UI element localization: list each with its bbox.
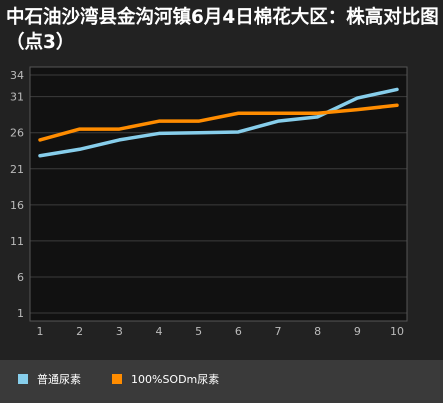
y-tick-label: 11 xyxy=(10,235,24,248)
x-tick-label: 9 xyxy=(354,325,361,338)
x-tick-label: 3 xyxy=(116,325,123,338)
legend-item-normal-urea: 普通尿素 xyxy=(18,371,81,387)
chart-title: 中石油沙湾县金沟河镇6月4日棉花大区：株高对比图（点3） xyxy=(6,7,439,53)
data-point xyxy=(277,120,279,122)
data-point xyxy=(158,120,160,122)
y-tick-label: 1 xyxy=(17,307,24,320)
x-tick-label: 7 xyxy=(275,325,282,338)
y-tick-label: 16 xyxy=(10,199,24,212)
x-tick-label: 10 xyxy=(390,325,404,338)
data-point xyxy=(39,139,41,141)
x-tick-label: 2 xyxy=(76,325,83,338)
x-axis-tick-labels: 1 2 3 4 5 6 7 8 9 10 xyxy=(37,325,405,338)
data-point xyxy=(316,116,319,118)
x-tick-label: 1 xyxy=(37,325,44,338)
series-lines xyxy=(38,87,399,158)
data-point xyxy=(396,88,398,91)
plot-border xyxy=(29,66,408,322)
x-tick-label: 6 xyxy=(235,325,242,338)
data-point xyxy=(356,108,359,111)
data-point xyxy=(118,128,121,130)
legend-label-sodm-urea: 100%SODm尿素 xyxy=(131,373,220,386)
y-tick-label: 26 xyxy=(10,127,24,140)
data-point xyxy=(277,112,279,115)
data-point xyxy=(78,128,81,130)
x-tick-label: 4 xyxy=(156,325,163,338)
y-tick-label: 34 xyxy=(10,69,24,82)
data-point xyxy=(197,131,200,134)
data-point xyxy=(197,120,200,122)
y-tick-label: 31 xyxy=(10,91,24,104)
data-point xyxy=(118,139,121,141)
data-point xyxy=(158,132,160,135)
data-point xyxy=(396,104,398,107)
series-line-0 xyxy=(38,87,399,158)
data-point xyxy=(78,148,81,151)
data-point xyxy=(237,131,240,133)
legend-item-sodm-urea: 100%SODm尿素 xyxy=(112,371,219,387)
x-tick-label: 5 xyxy=(195,325,202,338)
grid-lines xyxy=(30,74,407,314)
legend-swatch-sodm-urea xyxy=(112,374,122,384)
y-tick-label: 6 xyxy=(17,271,24,284)
y-tick-label: 21 xyxy=(10,163,24,176)
data-point xyxy=(356,97,359,99)
x-tick-label: 8 xyxy=(314,325,321,338)
data-point xyxy=(316,112,319,115)
legend-swatch-normal-urea xyxy=(18,374,28,384)
plot-area xyxy=(30,67,407,321)
data-point xyxy=(237,112,240,115)
data-point xyxy=(39,154,41,157)
series-line-1 xyxy=(38,103,399,142)
legend: 普通尿素 100%SODm尿素 xyxy=(0,360,443,403)
legend-label-normal-urea: 普通尿素 xyxy=(37,373,81,386)
